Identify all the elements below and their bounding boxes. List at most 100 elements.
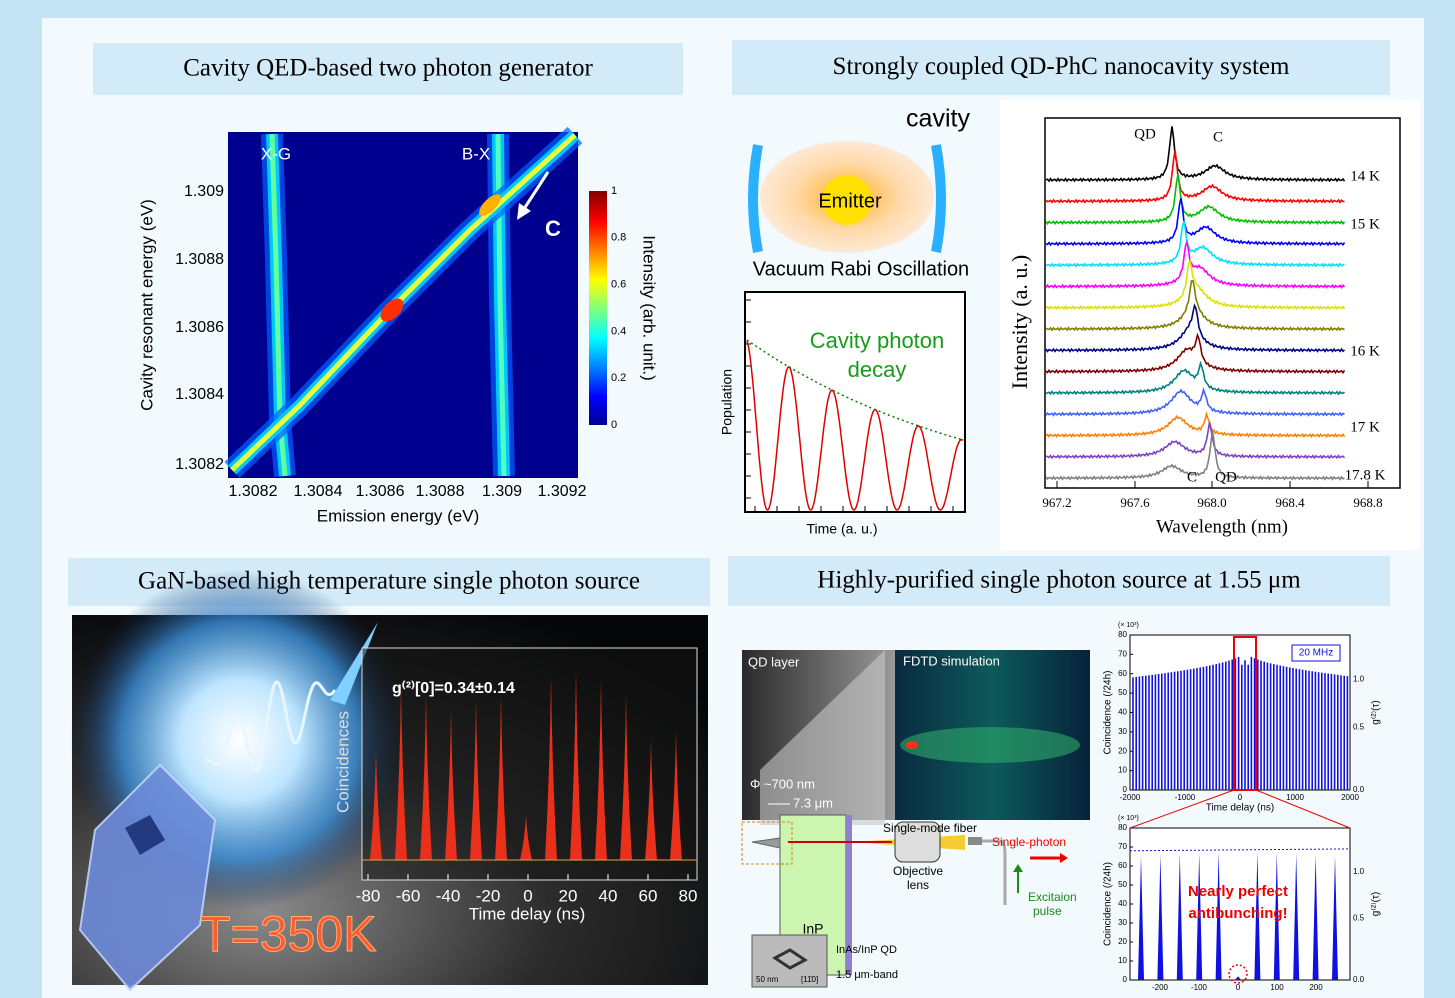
spectrum-trace	[1045, 150, 1345, 204]
y2-tick-label: 0.0	[1353, 785, 1365, 794]
crystal-core	[125, 815, 165, 855]
rabi-plot	[744, 291, 966, 513]
colorbar-tick-label: 1	[611, 185, 617, 197]
coincidence-peak	[570, 670, 582, 860]
x-tick-label: 1.3084	[294, 483, 343, 500]
section-title: Cavity QED-based two photon generator	[183, 55, 593, 82]
label: FDTD simulation	[903, 653, 1000, 668]
y-tick-label: 50	[1118, 880, 1127, 889]
label: [11̄0]	[801, 975, 818, 984]
x-tick-label: 968.0	[1197, 495, 1226, 510]
temperature-label: 14 K	[1350, 168, 1380, 184]
colorbar-tick-label: 0.6	[611, 279, 626, 291]
x-tick-label: 967.2	[1042, 495, 1071, 510]
y-tick-label: 1.3082	[175, 456, 224, 473]
section-title-box	[732, 40, 1390, 95]
section-title: Strongly coupled QD-PhC nanocavity syste…	[833, 53, 1290, 80]
y-tick-label: 40	[1118, 708, 1127, 717]
temperature-label: 15 K	[1350, 216, 1380, 232]
colorbar-title: Intensity (arb. unit.)	[640, 235, 659, 381]
nanowire	[760, 650, 885, 825]
x-tick-label: 0	[523, 886, 532, 905]
y-tick-label: 60	[1118, 861, 1127, 870]
y2-tick-label: 0.5	[1353, 722, 1365, 731]
y-tick-label: 1.3086	[175, 319, 224, 336]
mirror-layer	[846, 815, 852, 975]
label: pulse	[1033, 904, 1062, 918]
axis-title: Coincidence (/24h)	[1103, 671, 1114, 755]
x-tick-label: 968.8	[1353, 495, 1382, 510]
y-tick-label: 30	[1118, 918, 1127, 927]
fdtd-field	[900, 727, 1080, 763]
fiber	[982, 839, 1007, 905]
heatmap-peak	[479, 194, 501, 216]
x-tick-label: -100	[1191, 983, 1208, 992]
spectrum-trace	[1045, 422, 1346, 460]
coincidence-peak	[670, 730, 682, 860]
y-tick-label: 1.309	[184, 183, 224, 200]
label: T=350K	[200, 906, 377, 962]
arrow-head	[1060, 853, 1068, 863]
label: 20 MHz	[1299, 648, 1333, 659]
label: Vacuum Rabi Oscillation	[753, 258, 969, 280]
coincidence-peak	[1138, 855, 1144, 980]
label: C	[1213, 129, 1223, 145]
coincidence-peak	[545, 675, 557, 860]
temperature-label: 17 K	[1350, 419, 1380, 435]
y-tick-label: 40	[1118, 899, 1127, 908]
axis-title: Intensity (a. u.)	[1007, 255, 1032, 389]
zero-delay-marker	[1228, 964, 1248, 984]
axis-title: Wavelength (nm)	[1156, 516, 1288, 537]
spectrum-trace	[1045, 258, 1346, 311]
coincidence-peak	[1235, 976, 1241, 980]
axis-title: Time delay (ns)	[1206, 803, 1275, 814]
zoom-line	[1129, 789, 1235, 829]
coincidence-peak	[495, 695, 507, 860]
label: g⁽²⁾[0]=0.34±0.14	[392, 680, 515, 697]
x-tick-label: -20	[476, 886, 501, 905]
y-tick-label: 50	[1118, 688, 1127, 697]
y-tick-label: 80	[1118, 630, 1127, 639]
y2-tick-label: 0.5	[1353, 914, 1365, 923]
x-tick-label: 1.309	[482, 483, 522, 500]
mirror	[931, 144, 946, 253]
spectrum-trace	[1045, 126, 1346, 183]
envelope	[1129, 848, 1351, 852]
x-tick-label: 0	[1236, 983, 1241, 992]
axis-title: Time (a. u.)	[806, 521, 877, 537]
coincidence-peak	[1312, 854, 1319, 980]
x-tick-label: 1.3092	[538, 483, 587, 500]
coincidence-peak	[645, 740, 657, 860]
x-tick-label: 200	[1309, 983, 1323, 992]
spectrum-trace	[1045, 360, 1345, 396]
coincidence-peak	[620, 695, 632, 860]
y-tick-label: 70	[1118, 649, 1127, 658]
axis-title: Population	[719, 369, 735, 435]
x-tick-label: 1.3082	[229, 483, 278, 500]
coincidence-peak	[445, 710, 457, 860]
y-tick-label: 60	[1118, 669, 1127, 678]
x-tick-label: 40	[599, 886, 618, 905]
label: QD layer	[748, 654, 800, 669]
y-tick-label: 10	[1118, 956, 1127, 965]
x-tick-label: -1000	[1175, 793, 1196, 802]
y2-tick-label: 1.0	[1353, 867, 1365, 876]
x-tick-label: 60	[639, 886, 658, 905]
section-title-box	[93, 43, 683, 95]
label: Single-photon	[992, 835, 1066, 849]
x-tick-label: -200	[1152, 983, 1169, 992]
spectrum-trace	[1045, 174, 1346, 226]
crystal	[78, 763, 217, 992]
spectrum-trace	[1045, 197, 1346, 247]
y-tick-label: 20	[1118, 746, 1127, 755]
spectrum-trace	[1045, 279, 1345, 332]
label: Objective	[893, 864, 943, 878]
decay-envelope	[746, 339, 964, 441]
coincidence-peak	[595, 680, 607, 860]
label: antibunching!	[1188, 905, 1287, 922]
label: QD	[1215, 469, 1237, 485]
label: C	[1187, 469, 1197, 485]
arrow-head	[1013, 864, 1023, 872]
